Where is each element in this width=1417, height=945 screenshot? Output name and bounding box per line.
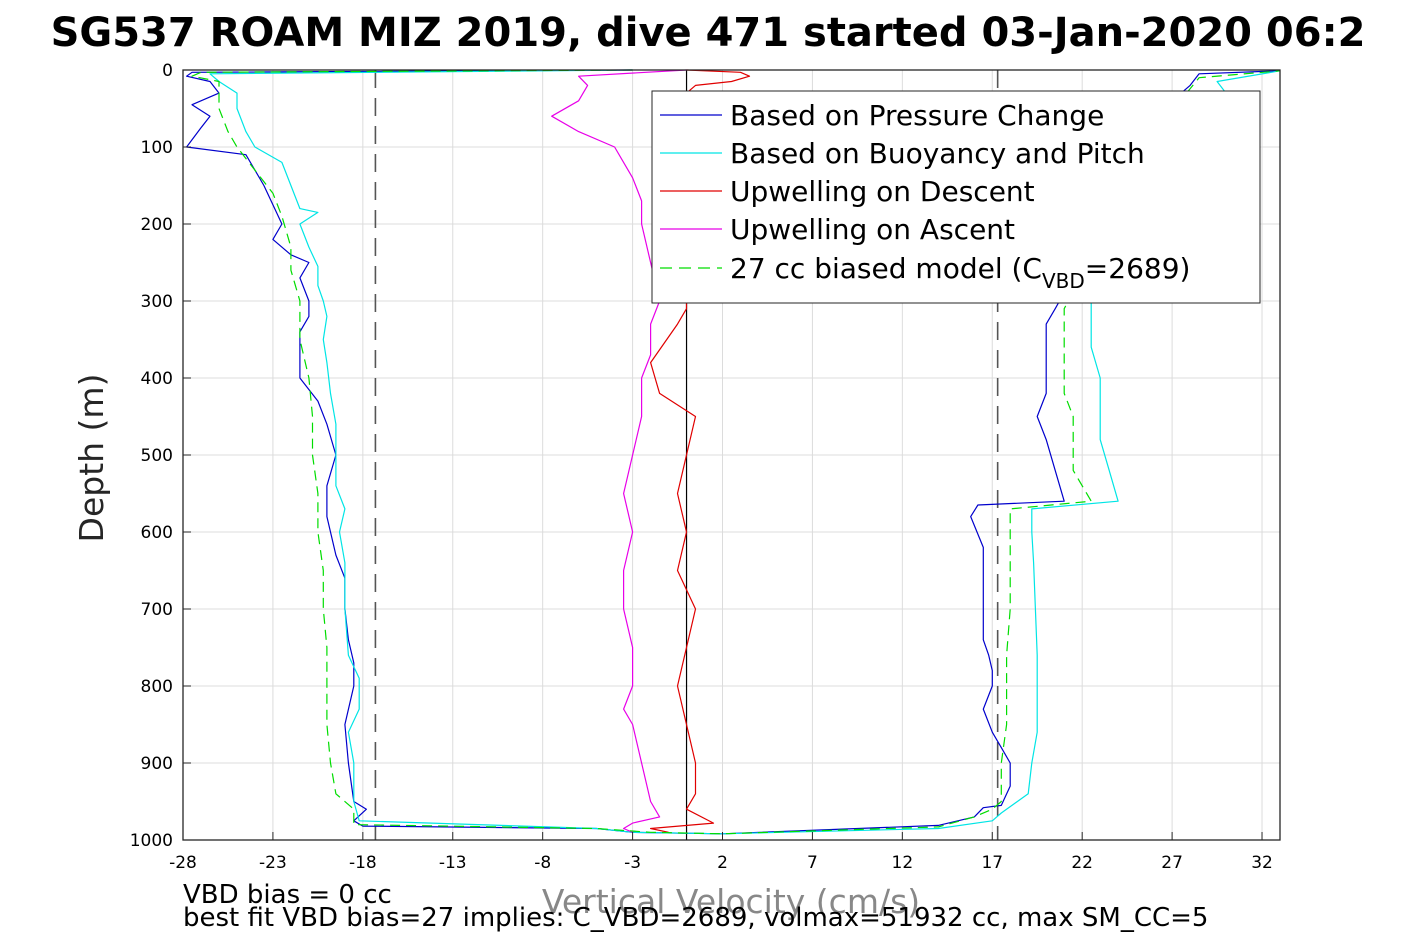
x-tick-label-5: -3 bbox=[624, 853, 641, 873]
y-tick-label-9: 900 bbox=[141, 754, 173, 774]
x-tick-label-0: -28 bbox=[169, 853, 197, 873]
y-axis-ticks: 0 100 200 300 400 500 600 700 800 900 1000 bbox=[130, 61, 191, 851]
y-tick-label-7: 700 bbox=[141, 600, 173, 620]
legend-entry-upwelling-ascent: Upwelling on Ascent bbox=[660, 213, 1015, 246]
y-tick-label-0: 0 bbox=[162, 61, 173, 81]
legend-label-upwelling-ascent: Upwelling on Ascent bbox=[730, 213, 1015, 246]
series-line-3 bbox=[551, 69, 687, 833]
legend-label-buoyancy-pitch: Based on Buoyancy and Pitch bbox=[730, 137, 1145, 170]
series-line-1 bbox=[209, 69, 1281, 835]
x-tick-label-4: -8 bbox=[534, 853, 551, 873]
y-tick-label-2: 200 bbox=[141, 215, 173, 235]
x-tick-label-1: -23 bbox=[259, 853, 287, 873]
legend-entry-upwelling-descent: Upwelling on Descent bbox=[660, 175, 1035, 208]
legend-entry-buoyancy-pitch: Based on Buoyancy and Pitch bbox=[660, 137, 1145, 170]
x-tick-label-7: 7 bbox=[807, 853, 818, 873]
series-line-4 bbox=[191, 69, 1281, 835]
legend-label-pressure-change: Based on Pressure Change bbox=[730, 99, 1104, 132]
series-line-0 bbox=[186, 69, 1281, 835]
legend-box bbox=[651, 90, 1261, 304]
x-tick-label-12: 32 bbox=[1251, 853, 1273, 873]
y-tick-label-8: 800 bbox=[141, 677, 173, 697]
legend-label-upwelling-descent: Upwelling on Descent bbox=[730, 175, 1035, 208]
y-tick-label-4: 400 bbox=[141, 369, 173, 389]
y-tick-label-10: 1000 bbox=[130, 831, 173, 851]
x-tick-label-11: 27 bbox=[1161, 853, 1183, 873]
legend: Based on Pressure Change Based on Buoyan… bbox=[651, 90, 1261, 304]
x-tick-label-2: -18 bbox=[349, 853, 377, 873]
y-tick-label-1: 100 bbox=[141, 138, 173, 158]
legend-label-biased-model-main: 27 cc biased model (C bbox=[730, 252, 1042, 285]
legend-label-biased-model: 27 cc biased model (CVBD=2689) bbox=[730, 252, 1190, 293]
best-fit-note: best fit VBD bias=27 implies: C_VBD=2689… bbox=[183, 903, 1208, 933]
legend-label-biased-model-end: =2689) bbox=[1085, 252, 1191, 285]
vbd-bias-note: VBD bias = 0 cc bbox=[183, 880, 392, 910]
y-tick-label-6: 600 bbox=[141, 523, 173, 543]
legend-entry-pressure-change: Based on Pressure Change bbox=[660, 99, 1104, 132]
y-tick-label-3: 300 bbox=[141, 292, 173, 312]
x-tick-label-3: -13 bbox=[439, 853, 467, 873]
series-lines bbox=[186, 69, 1281, 835]
x-tick-label-6: 2 bbox=[717, 853, 728, 873]
x-tick-label-10: 22 bbox=[1071, 853, 1093, 873]
legend-entry-biased-model: 27 cc biased model (CVBD=2689) bbox=[660, 252, 1190, 293]
legend-label-biased-model-subscript: VBD bbox=[1042, 269, 1085, 293]
x-axis-label: Vertical Velocity (cm/s) bbox=[542, 882, 920, 921]
y-axis-label: Depth (m) bbox=[72, 374, 111, 543]
x-axis-ticks: -28 -23 -18 -13 -8 -3 2 7 12 17 22 27 32 bbox=[169, 832, 1273, 873]
y-tick-label-5: 500 bbox=[141, 446, 173, 466]
chart-title: SG537 ROAM MIZ 2019, dive 471 started 03… bbox=[51, 10, 1366, 56]
x-tick-label-8: 12 bbox=[892, 853, 914, 873]
x-tick-label-9: 17 bbox=[981, 853, 1003, 873]
